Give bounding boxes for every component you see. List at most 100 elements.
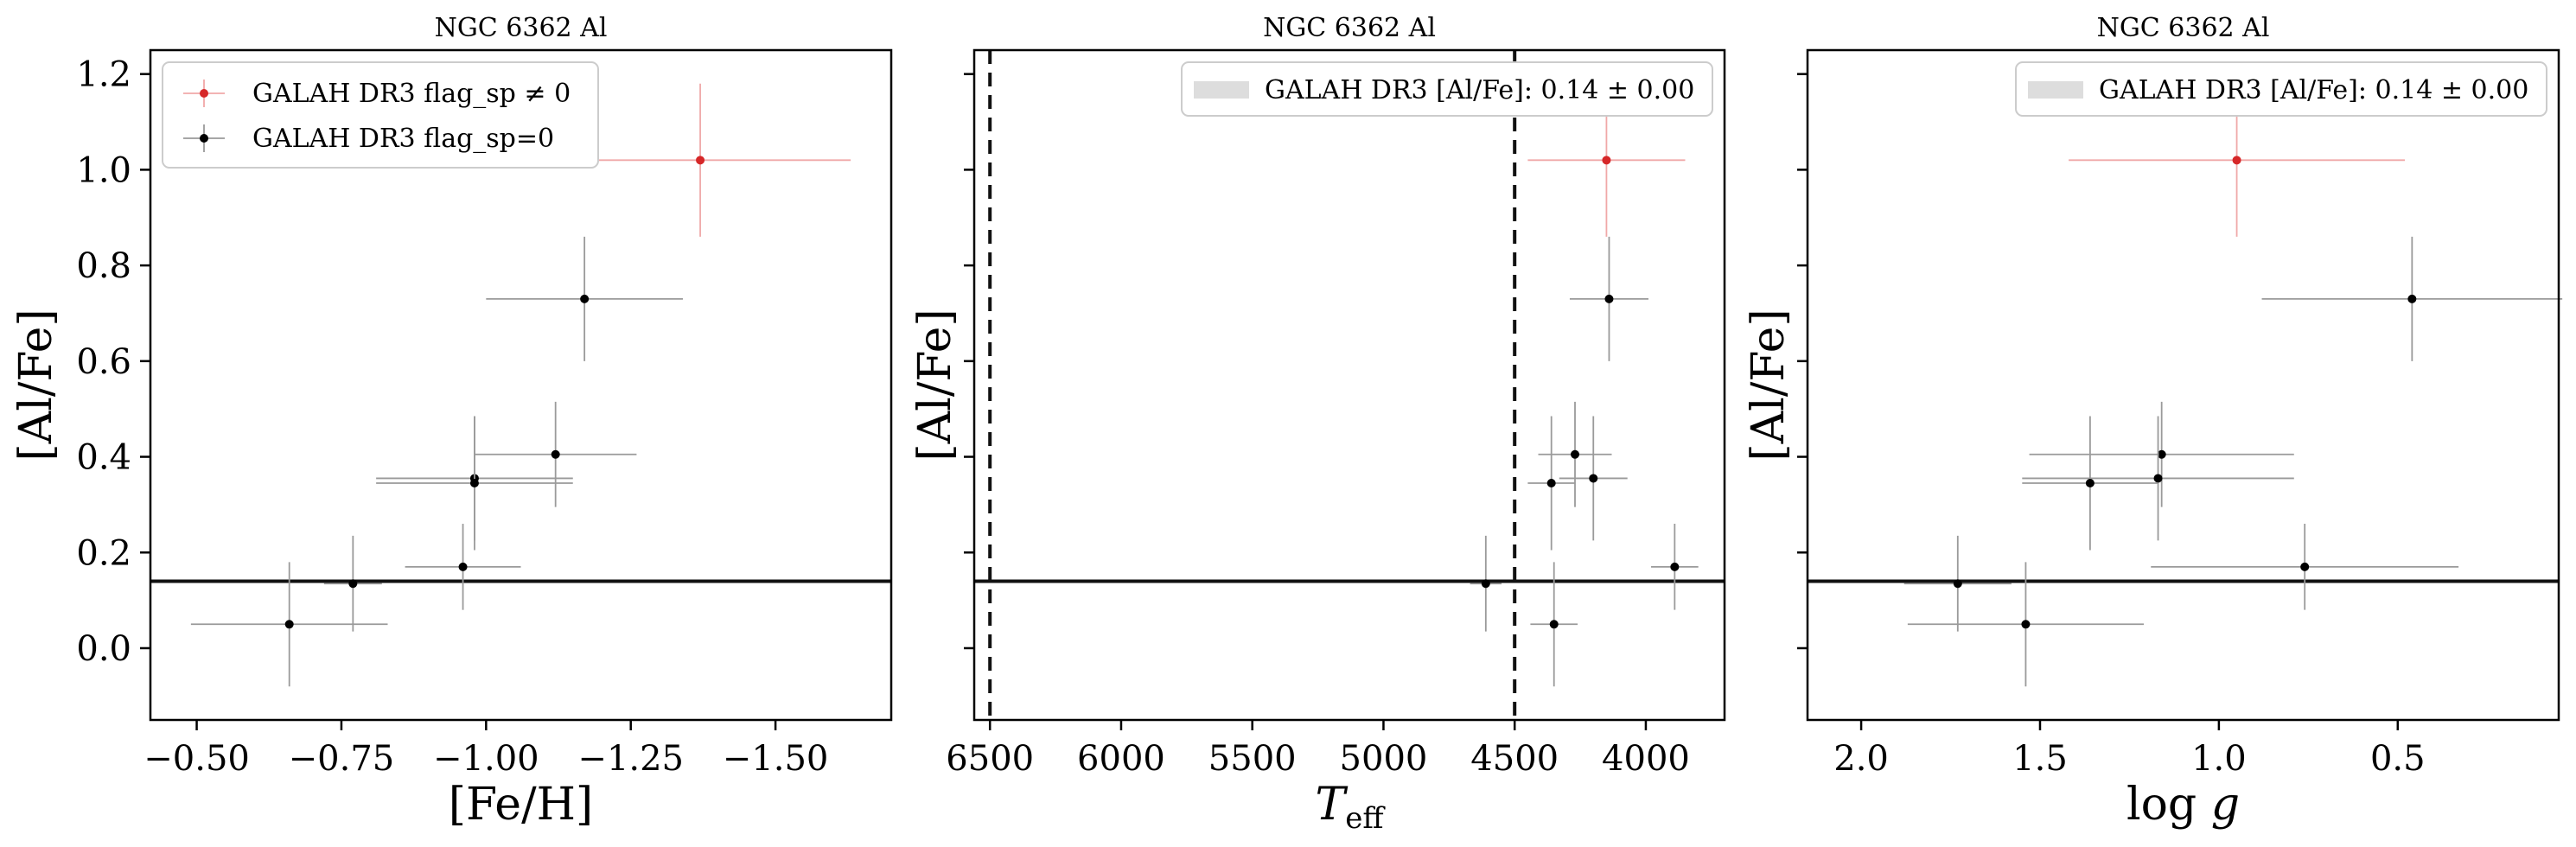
marker xyxy=(2085,478,2095,487)
data-point xyxy=(1559,416,1628,541)
marker xyxy=(580,294,590,303)
x-axis-label-sub: eff xyxy=(1345,801,1386,836)
x-tick-label: −1.00 xyxy=(433,739,539,779)
marker xyxy=(2300,562,2310,571)
series-0 xyxy=(549,83,851,237)
marker xyxy=(458,562,468,571)
y-tick-label: 0.8 xyxy=(76,246,131,286)
x-tick-label: 1.0 xyxy=(2191,739,2247,779)
x-tick-label: 5500 xyxy=(1208,739,1297,779)
data-point xyxy=(2029,401,2294,507)
data-point xyxy=(405,524,521,610)
marker xyxy=(1571,449,1580,459)
legend-label: GALAH DR3 flag_sp ≠ 0 xyxy=(252,79,571,109)
x-tick-label: 0.5 xyxy=(2370,739,2426,779)
legend-box xyxy=(1181,61,1713,117)
x-tick-label: 6000 xyxy=(1077,739,1165,779)
marker xyxy=(2021,620,2031,629)
panel-1: −0.50 −0.75 −1.00 −1.25 −1.50 0.0 0.2 0.4 0.6 0.8… xyxy=(10,13,893,831)
marker xyxy=(2157,449,2166,459)
legend-label: GALAH DR3 [Al/Fe]: 0.14 ± 0.00 xyxy=(1265,75,1694,105)
marker xyxy=(469,478,479,487)
x-tick-label: 5000 xyxy=(1340,739,1428,779)
x-tick-label: 6500 xyxy=(946,739,1034,779)
marker xyxy=(1481,579,1490,589)
data-point xyxy=(1538,401,1612,507)
data-point xyxy=(190,562,388,687)
data-point xyxy=(2022,416,2158,551)
series-1 xyxy=(1903,236,2563,687)
y-axis-label: [Al/Fe] xyxy=(909,309,961,461)
legend: GALAH DR3 flag_sp ≠ 0 GALAH DR3 flag_sp=0 xyxy=(162,61,599,169)
panel-2: 6500 6000 5500 5000 4500 4000 NGC 6362 Al Teff [… xyxy=(909,13,1726,836)
y-tick-label: 1.0 xyxy=(76,150,131,190)
marker xyxy=(1604,294,1614,303)
data-point xyxy=(376,416,573,551)
legend: GALAH DR3 [Al/Fe]: 0.14 ± 0.00 xyxy=(2015,61,2547,117)
x-tick-label: 4000 xyxy=(1602,739,1690,779)
data-point xyxy=(474,401,637,507)
legend-marker xyxy=(200,134,208,143)
series-1 xyxy=(190,236,683,687)
panel-title: NGC 6362 Al xyxy=(2097,13,2270,43)
x-axis-label-main: T xyxy=(1316,779,1349,831)
x-tick-label: −0.75 xyxy=(289,739,395,779)
legend-patch xyxy=(1194,81,1249,99)
y-tick-label: 0.4 xyxy=(76,438,131,478)
x-axis-label: Teff xyxy=(1316,779,1387,836)
x-tick-label: 1.5 xyxy=(2012,739,2068,779)
data-point xyxy=(1903,535,2012,632)
x-tick-label: −1.25 xyxy=(577,739,684,779)
x-tick-label: −1.50 xyxy=(723,739,829,779)
x-tick-label: −0.50 xyxy=(143,739,250,779)
data-point xyxy=(323,535,382,632)
marker xyxy=(2407,294,2417,303)
data-point xyxy=(486,236,683,361)
data-point xyxy=(1527,416,1576,551)
marker xyxy=(1546,478,1556,487)
marker xyxy=(551,449,560,459)
legend-patch xyxy=(2028,81,2083,99)
data-point xyxy=(1569,236,1648,361)
marker xyxy=(1602,156,1611,165)
data-point xyxy=(2261,236,2563,361)
data-point xyxy=(1470,535,1502,632)
marker xyxy=(1589,474,1598,483)
legend-box xyxy=(162,61,599,169)
y-tick-label: 0.6 xyxy=(76,342,131,382)
marker xyxy=(2232,156,2241,165)
marker xyxy=(284,620,294,629)
panel-3: 2.0 1.5 1.0 0.5 NGC 6362 Al log g [Al/Fe] GALAH… xyxy=(1743,13,2563,831)
data-point xyxy=(2151,524,2459,610)
panel-title: NGC 6362 Al xyxy=(435,13,608,43)
data-point xyxy=(549,83,851,237)
marker xyxy=(1549,620,1559,629)
axes-frame xyxy=(972,48,1726,722)
legend-label: GALAH DR3 flag_sp=0 xyxy=(252,124,554,154)
x-tick-label: 2.0 xyxy=(1833,739,1889,779)
y-axis-label: [Al/Fe] xyxy=(10,309,62,461)
y-axis-label: [Al/Fe] xyxy=(1743,309,1795,461)
marker xyxy=(1953,579,1962,589)
x-axis-label-var: g xyxy=(2211,779,2240,831)
legend: GALAH DR3 [Al/Fe]: 0.14 ± 0.00 xyxy=(1181,61,1713,117)
legend-marker xyxy=(200,89,208,98)
series-1 xyxy=(1470,236,1699,687)
legend-box xyxy=(2015,61,2547,117)
axes-frame xyxy=(149,48,893,722)
marker xyxy=(1670,562,1680,571)
marker xyxy=(696,156,705,165)
marker xyxy=(348,579,358,589)
axes-frame xyxy=(1806,48,2560,722)
y-tick-label: 1.2 xyxy=(76,55,131,95)
x-tick-label: 4500 xyxy=(1470,739,1559,779)
marker xyxy=(2153,474,2163,483)
legend-label: GALAH DR3 [Al/Fe]: 0.14 ± 0.00 xyxy=(2099,75,2528,105)
x-axis-label: [Fe/H] xyxy=(449,779,593,831)
panel-title: NGC 6362 Al xyxy=(1263,13,1436,43)
y-tick-label: 0.2 xyxy=(76,533,131,573)
y-tick-label: 0.0 xyxy=(76,629,131,669)
data-point xyxy=(1907,562,2144,687)
x-axis-label: log g xyxy=(2126,779,2240,831)
